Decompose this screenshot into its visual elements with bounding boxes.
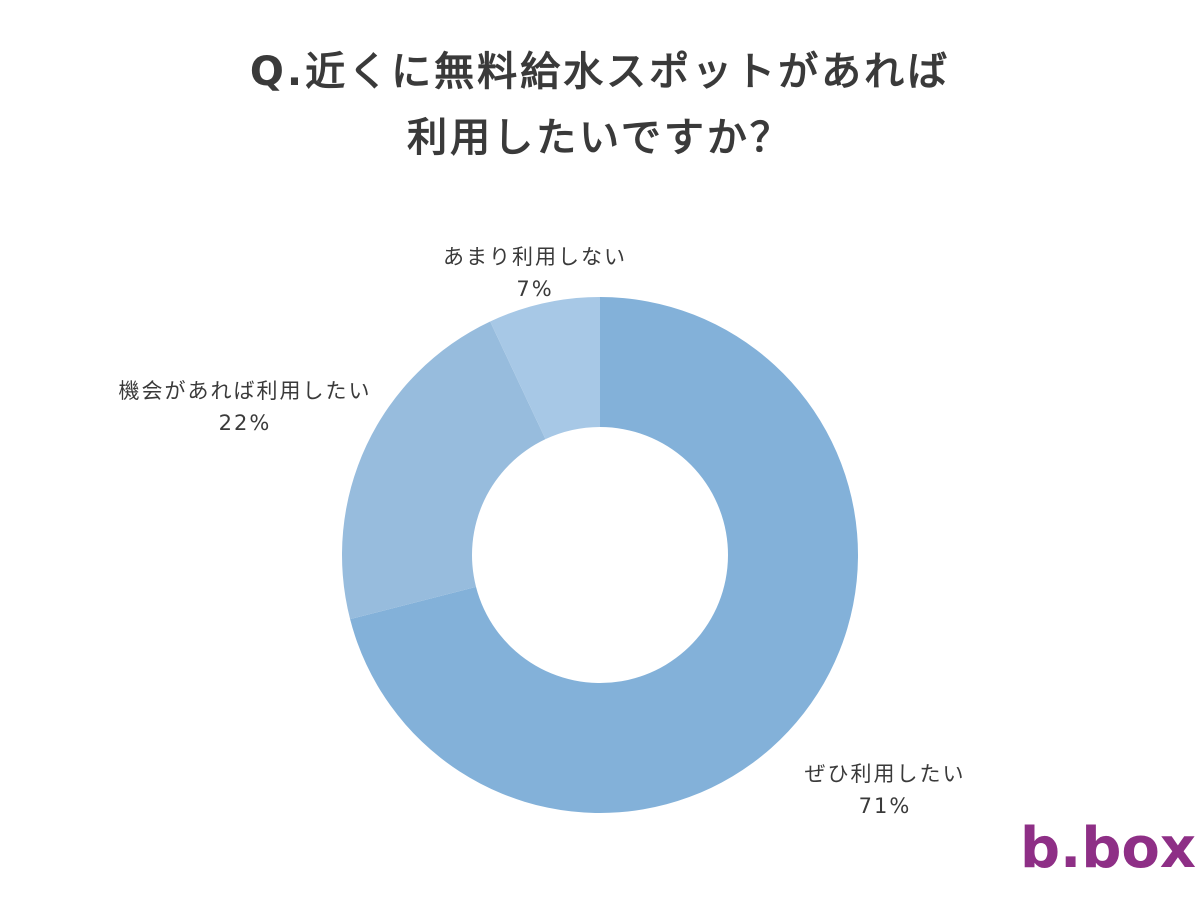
chart-title: 利用したいですか？	[407, 115, 793, 161]
value-label: 7%	[516, 277, 553, 301]
logo: b.box	[1020, 816, 1196, 881]
value-label: 71%	[859, 794, 912, 818]
slice-label: あまり利用しない	[443, 245, 627, 269]
donut-slice	[350, 297, 858, 813]
labels: ぜひ利用したい 71% 機会があれば利用したい 22% あまり利用しない 7%	[119, 245, 966, 818]
donut-slice	[341, 321, 546, 620]
slice-label: ぜひ利用したい	[805, 762, 966, 786]
value-label: 22%	[219, 411, 272, 435]
donut	[341, 297, 858, 813]
donut-slice	[490, 297, 600, 440]
slice-label: 機会があれば利用したい	[119, 379, 372, 403]
chart-title: Q.近くに無料給水スポットがあれば	[250, 49, 950, 95]
